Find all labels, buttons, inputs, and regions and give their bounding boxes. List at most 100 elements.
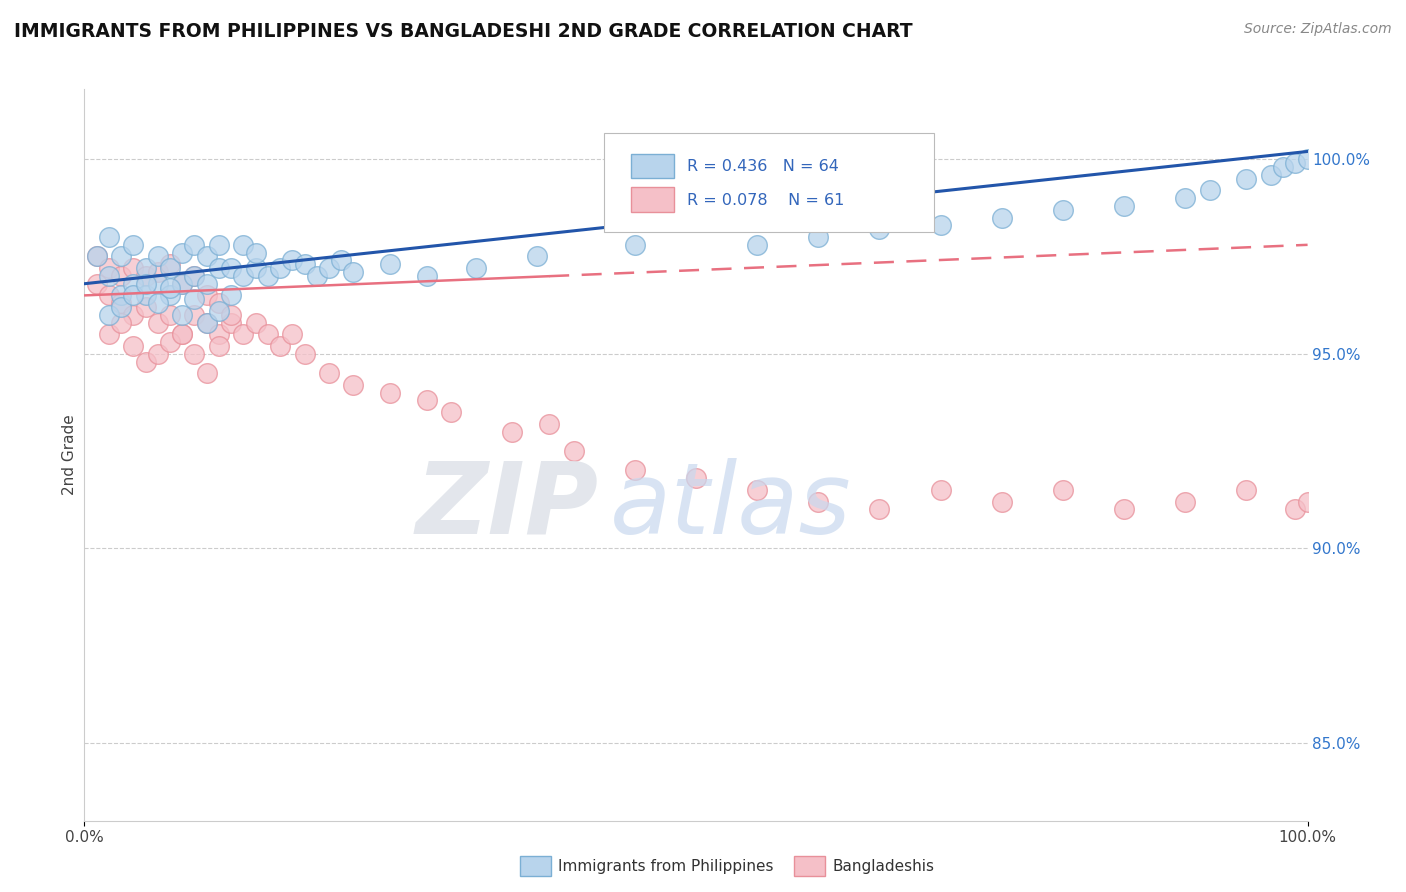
Point — [562, 444, 585, 458]
Point — [86, 250, 108, 264]
Point — [1052, 483, 1074, 497]
Point — [624, 237, 647, 252]
Point — [219, 316, 242, 330]
Point — [991, 494, 1014, 508]
Point — [110, 250, 132, 264]
Point — [195, 288, 218, 302]
Point — [97, 327, 120, 342]
Text: atlas: atlas — [610, 458, 852, 555]
Point — [97, 308, 120, 322]
FancyBboxPatch shape — [605, 133, 935, 232]
Text: Immigrants from Philippines: Immigrants from Philippines — [558, 859, 773, 873]
Point — [110, 296, 132, 310]
Point — [1272, 160, 1295, 174]
Point — [807, 494, 830, 508]
Point — [416, 268, 439, 283]
Point — [195, 366, 218, 380]
Point — [159, 335, 181, 350]
Point — [135, 268, 157, 283]
Point — [122, 237, 145, 252]
Point — [1236, 483, 1258, 497]
Point — [172, 277, 194, 291]
Point — [110, 316, 132, 330]
Point — [1296, 153, 1319, 167]
Point — [219, 308, 242, 322]
Point — [294, 257, 316, 271]
Point — [159, 280, 181, 294]
Point — [1198, 183, 1220, 197]
Point — [232, 268, 254, 283]
Point — [183, 347, 205, 361]
Point — [159, 288, 181, 302]
Point — [135, 288, 157, 302]
Point — [183, 268, 205, 283]
Point — [146, 277, 169, 291]
Point — [172, 327, 194, 342]
Point — [342, 265, 364, 279]
Point — [208, 261, 231, 276]
Point — [269, 261, 291, 276]
Point — [232, 327, 254, 342]
Point — [380, 385, 402, 400]
Point — [86, 250, 108, 264]
Text: ZIP: ZIP — [415, 458, 598, 555]
Point — [747, 483, 769, 497]
Point — [257, 268, 280, 283]
Point — [135, 261, 157, 276]
Point — [269, 339, 291, 353]
FancyBboxPatch shape — [631, 153, 673, 178]
Point — [1114, 502, 1136, 516]
Point — [159, 308, 181, 322]
Point — [342, 377, 364, 392]
Point — [318, 261, 340, 276]
Point — [380, 257, 402, 271]
Point — [86, 277, 108, 291]
Point — [257, 327, 280, 342]
Point — [208, 339, 231, 353]
Point — [195, 316, 218, 330]
Text: R = 0.436   N = 64: R = 0.436 N = 64 — [688, 159, 839, 174]
Point — [110, 268, 132, 283]
Point — [146, 316, 169, 330]
Point — [122, 288, 145, 302]
Point — [747, 237, 769, 252]
Text: R = 0.078    N = 61: R = 0.078 N = 61 — [688, 193, 845, 208]
Point — [122, 261, 145, 276]
Point — [195, 277, 218, 291]
Point — [991, 211, 1014, 225]
Point — [624, 463, 647, 477]
Point — [159, 257, 181, 271]
Point — [172, 245, 194, 260]
Point — [135, 354, 157, 368]
Point — [122, 339, 145, 353]
Point — [1236, 171, 1258, 186]
Point — [245, 261, 267, 276]
Point — [208, 237, 231, 252]
Point — [281, 327, 304, 342]
Point — [122, 277, 145, 291]
Point — [97, 230, 120, 244]
Point — [281, 253, 304, 268]
Point — [110, 288, 132, 302]
Point — [1296, 494, 1319, 508]
Text: Bangladeshis: Bangladeshis — [832, 859, 935, 873]
Point — [183, 308, 205, 322]
Y-axis label: 2nd Grade: 2nd Grade — [62, 415, 77, 495]
Point — [245, 245, 267, 260]
Point — [172, 327, 194, 342]
Point — [97, 261, 120, 276]
Point — [159, 261, 181, 276]
Point — [869, 222, 891, 236]
Point — [208, 327, 231, 342]
Point — [195, 250, 218, 264]
Point — [172, 308, 194, 322]
Point — [318, 366, 340, 380]
Point — [183, 293, 205, 307]
Point — [245, 316, 267, 330]
Point — [1260, 168, 1282, 182]
Point — [146, 265, 169, 279]
Point — [146, 347, 169, 361]
Point — [464, 261, 486, 276]
Point — [929, 219, 952, 233]
Point — [502, 425, 524, 439]
